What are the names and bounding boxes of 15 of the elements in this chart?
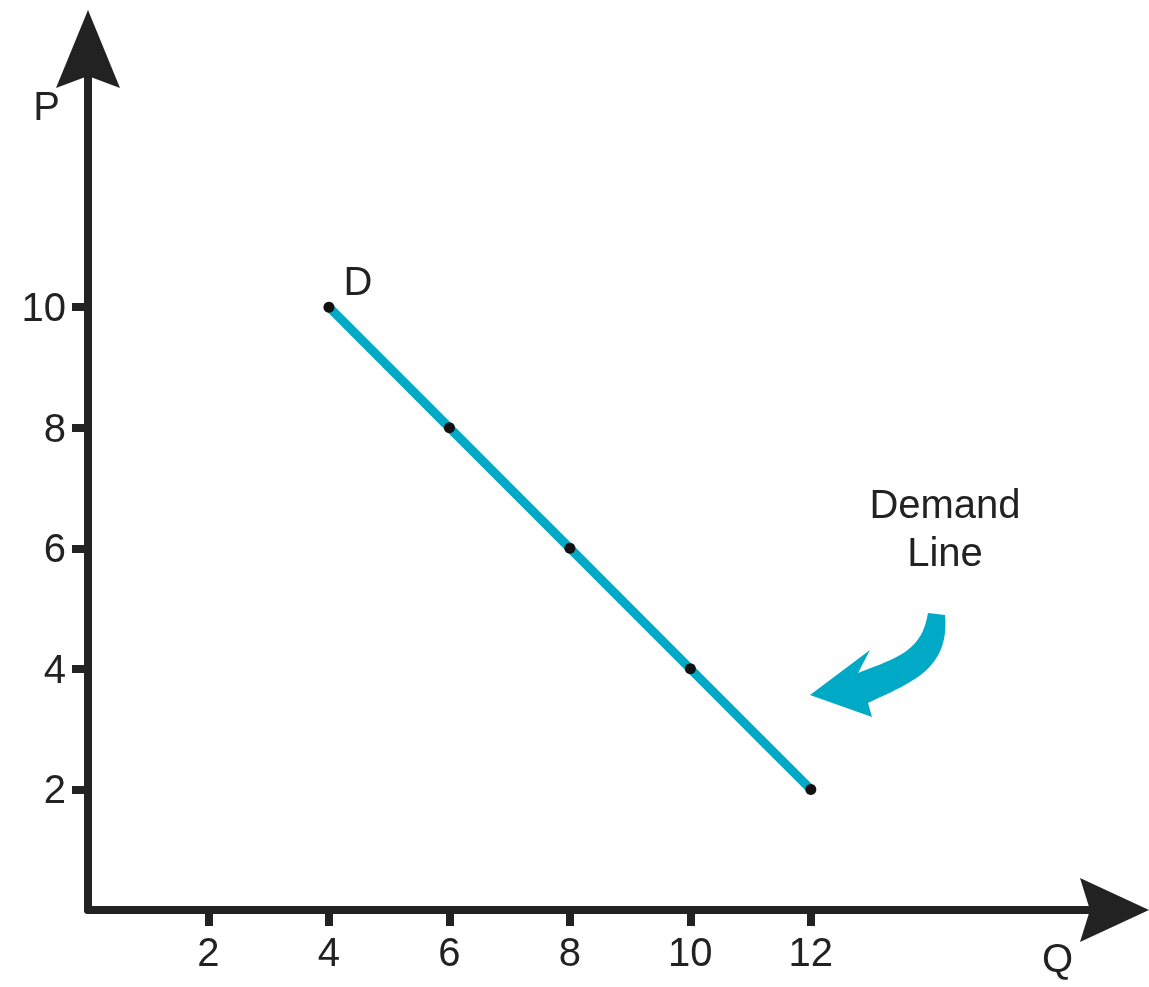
y-tick-label: 6 [43,526,66,571]
annotation: Demand Line [868,481,1022,576]
x-tick-label: 12 [788,930,834,974]
x-tick-label: 4 [317,930,341,974]
x-axis-title: Q [1042,936,1074,980]
x-tick-label: 8 [558,930,582,974]
y-axis-title: P [33,84,60,128]
y-tick-label: 4 [43,646,66,691]
x-tick-label: 2 [197,930,220,974]
y-tick-label: 10 [21,285,66,330]
x-tick-label: 10 [668,930,713,974]
x-tick-label: 6 [438,930,461,974]
y-tick-label: 2 [43,767,66,812]
series-label: D [343,259,373,304]
y-tick-label: 8 [43,405,66,450]
